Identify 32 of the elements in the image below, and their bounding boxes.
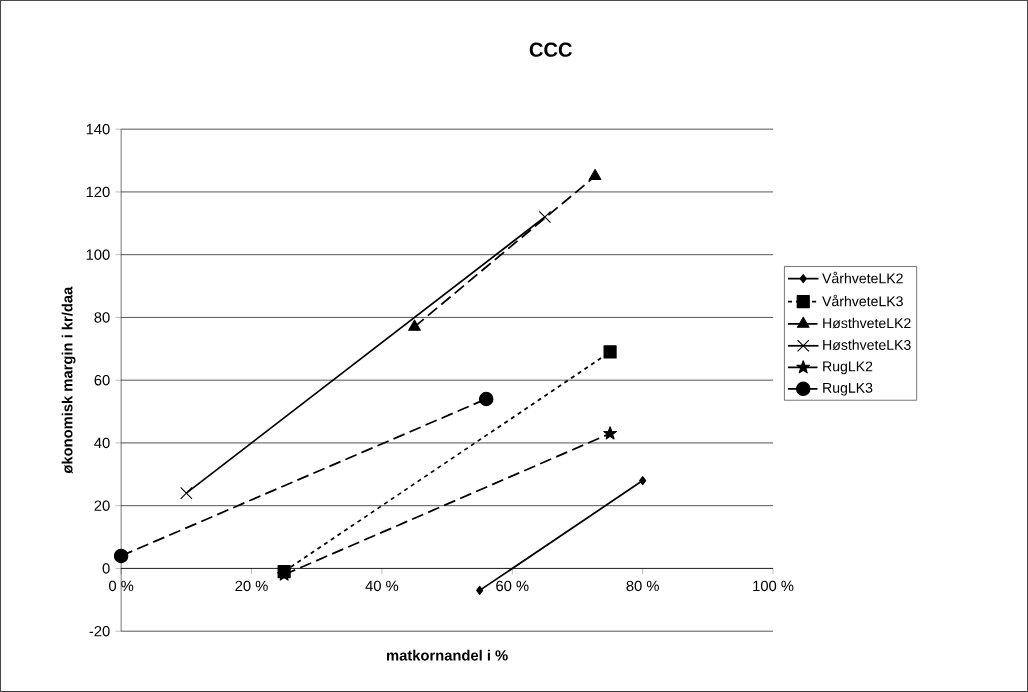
point bbox=[478, 391, 494, 407]
y-tick-label: 60 bbox=[94, 374, 110, 386]
point bbox=[180, 486, 193, 500]
point bbox=[476, 585, 484, 595]
y-tick-label: 40 bbox=[94, 437, 110, 449]
y-tick-label: 80 bbox=[94, 312, 110, 323]
point bbox=[603, 426, 617, 440]
x-tick-label: 80 % bbox=[626, 580, 659, 592]
legend-label: HøsthveteLK3 bbox=[823, 339, 911, 351]
x-tick-label: 40 % bbox=[365, 580, 399, 592]
y-tick-label: 140 bbox=[86, 123, 110, 135]
point bbox=[603, 345, 617, 359]
y-tick-label: 20 bbox=[94, 500, 110, 511]
x-tick-label: 0 % bbox=[108, 580, 134, 592]
point bbox=[538, 210, 552, 224]
point bbox=[639, 476, 647, 486]
x-tick-label: 60 % bbox=[496, 580, 529, 592]
y-tick-label: -20 bbox=[89, 626, 110, 637]
x-tick-label: 100 % bbox=[753, 580, 794, 592]
y-tick-label: 120 bbox=[86, 186, 110, 198]
chart-title: CCC bbox=[529, 42, 572, 57]
y-tick-label: 100 bbox=[86, 249, 110, 260]
y-axis-title: økonomisk margin i kr/daa bbox=[61, 286, 76, 474]
legend-label: RugLK3 bbox=[823, 382, 873, 396]
legend-label: HøsthveteLK2 bbox=[823, 317, 911, 329]
legend-label: VårhveteLK3 bbox=[822, 294, 903, 307]
legend-label: VårhveteLK2 bbox=[822, 271, 903, 284]
x-axis-title: matkornandel i % bbox=[386, 649, 508, 661]
legend-label: RugLK2 bbox=[823, 361, 873, 375]
point bbox=[113, 548, 129, 564]
y-tick-label: 0 bbox=[102, 563, 110, 574]
x-tick-label: 20 % bbox=[235, 580, 268, 592]
